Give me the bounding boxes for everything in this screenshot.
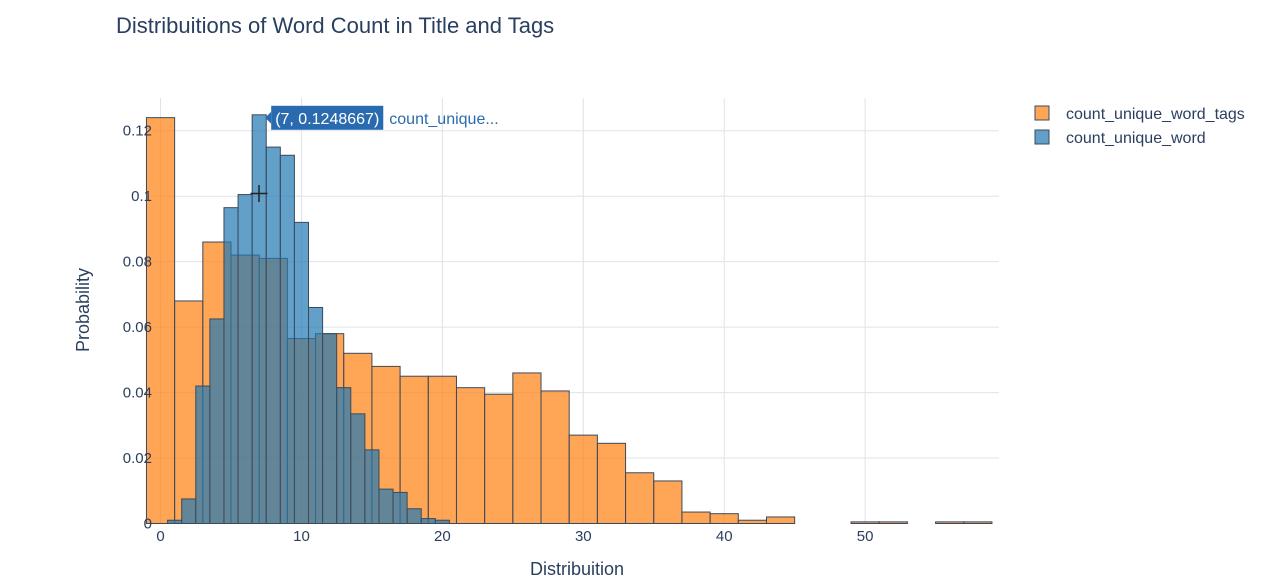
- y-tick-label: 0.08: [123, 254, 152, 271]
- x-tick-label: 0: [156, 528, 164, 545]
- hover-tooltip-series: count_unique...: [389, 111, 498, 128]
- bar-count-unique-word[interactable]: [420, 518, 436, 525]
- bar-count-unique-word[interactable]: [336, 387, 352, 524]
- bar-count-unique-word[interactable]: [195, 385, 211, 524]
- bar-count-unique-word[interactable]: [322, 333, 338, 524]
- bar-count-unique-word-tags[interactable]: [963, 521, 993, 525]
- legend[interactable]: count_unique_word_tags count_unique_word: [1034, 105, 1245, 147]
- hover-tooltip: (7, 0.1248667) count_unique...: [265, 105, 499, 130]
- bar-count-unique-word[interactable]: [392, 491, 408, 524]
- bar-count-unique-word-tags[interactable]: [709, 513, 739, 525]
- legend-swatch-word: [1034, 129, 1050, 145]
- legend-swatch-tags: [1034, 105, 1050, 121]
- bar-count-unique-word[interactable]: [223, 207, 239, 524]
- hover-tooltip-box: [271, 105, 384, 130]
- crosshair-cursor-icon: [250, 185, 268, 202]
- bar-count-unique-word[interactable]: [378, 488, 394, 524]
- x-axis-ticks: 0 10 20 30 40 50: [156, 528, 873, 545]
- bar-count-unique-word-tags[interactable]: [484, 393, 514, 525]
- legend-label-tags: count_unique_word_tags: [1066, 106, 1245, 123]
- chart-title: Distribuitions of Word Count in Title an…: [116, 13, 554, 38]
- bar-count-unique-word-tags[interactable]: [737, 519, 767, 525]
- y-tick-label: 0.04: [123, 385, 152, 402]
- bar-count-unique-word[interactable]: [181, 498, 197, 525]
- bar-count-unique-word-tags[interactable]: [625, 472, 655, 524]
- bar-count-unique-word-tags[interactable]: [596, 442, 627, 524]
- hover-tooltip-pointer: [265, 111, 272, 124]
- y-tick-label: 0.06: [123, 319, 152, 336]
- bar-count-unique-word[interactable]: [293, 221, 310, 524]
- bar-count-unique-word[interactable]: [265, 146, 281, 524]
- y-tick-label: 0.12: [123, 123, 152, 140]
- bar-count-unique-word[interactable]: [279, 154, 295, 524]
- bar-count-unique-word[interactable]: [308, 306, 324, 524]
- bar-count-unique-word-tags[interactable]: [765, 516, 796, 525]
- x-tick-label: 50: [857, 528, 874, 545]
- bar-count-unique-word-tags[interactable]: [145, 117, 176, 524]
- legend-item-word[interactable]: count_unique_word: [1034, 129, 1206, 147]
- bar-count-unique-word-tags[interactable]: [455, 387, 486, 524]
- bar-count-unique-word[interactable]: [406, 508, 422, 524]
- series-count-unique-word[interactable]: [167, 114, 450, 525]
- y-tick-label: 0.02: [123, 450, 152, 467]
- bar-count-unique-word[interactable]: [209, 318, 225, 524]
- bar-count-unique-word-tags[interactable]: [878, 521, 908, 525]
- bar-count-unique-word[interactable]: [364, 449, 380, 525]
- legend-label-word: count_unique_word: [1066, 130, 1206, 147]
- x-tick-label: 10: [293, 528, 310, 545]
- bar-count-unique-word-tags[interactable]: [568, 434, 598, 524]
- bar-count-unique-word[interactable]: [237, 194, 253, 525]
- x-axis-title: Distribuition: [530, 559, 624, 579]
- legend-item-tags[interactable]: count_unique_word_tags: [1034, 105, 1245, 123]
- bar-count-unique-word[interactable]: [251, 114, 267, 524]
- y-axis-ticks: 0 0.02 0.04 0.06 0.08 0.1 0.12: [123, 123, 152, 533]
- y-tick-label: 0: [144, 516, 152, 533]
- bar-count-unique-word-tags[interactable]: [681, 511, 711, 525]
- bar-count-unique-word-tags[interactable]: [427, 375, 457, 525]
- bar-count-unique-word-tags[interactable]: [850, 521, 880, 525]
- x-tick-label: 20: [434, 528, 451, 545]
- bar-count-unique-word[interactable]: [350, 413, 366, 525]
- x-tick-label: 30: [575, 528, 592, 545]
- bar-count-unique-word-tags[interactable]: [935, 521, 965, 525]
- hover-tooltip-value: (7, 0.1248667): [275, 111, 379, 128]
- x-tick-label: 40: [716, 528, 733, 545]
- bar-count-unique-word-tags[interactable]: [653, 480, 683, 525]
- y-axis-title: Probability: [73, 268, 93, 352]
- bar-count-unique-word[interactable]: [434, 519, 450, 525]
- bar-count-unique-word-tags[interactable]: [540, 390, 570, 525]
- bar-count-unique-word[interactable]: [167, 519, 183, 525]
- bar-count-unique-word-tags[interactable]: [512, 372, 542, 525]
- y-tick-label: 0.1: [131, 188, 152, 205]
